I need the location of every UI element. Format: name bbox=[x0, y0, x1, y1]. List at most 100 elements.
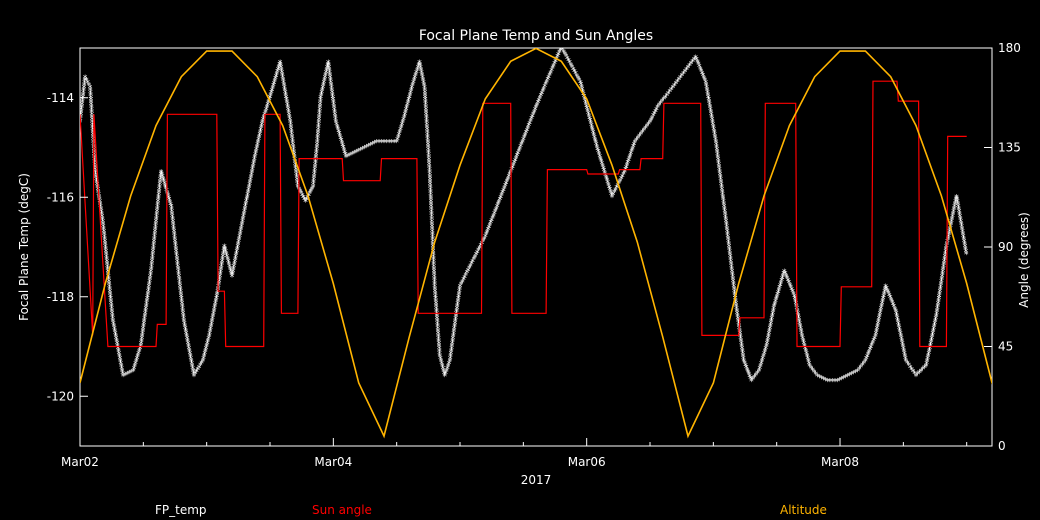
fp-temp-point: * bbox=[764, 345, 769, 355]
fp-temp-point: * bbox=[101, 223, 106, 233]
fp-temp-point: * bbox=[473, 253, 478, 263]
fp-temp-point: * bbox=[429, 208, 434, 218]
fp-temp-point: * bbox=[506, 175, 511, 185]
fp-temp-point: * bbox=[384, 139, 389, 149]
fp-temp-point: * bbox=[901, 345, 906, 355]
fp-temp-point: * bbox=[874, 330, 879, 340]
fp-temp-point: * bbox=[431, 255, 436, 265]
fp-temp-point: * bbox=[932, 323, 937, 333]
fp-temp-point: * bbox=[941, 263, 946, 273]
fp-temp-point: * bbox=[408, 89, 413, 99]
fp-temp-point: * bbox=[951, 208, 956, 218]
fp-temp-point: * bbox=[936, 298, 941, 308]
fp-temp-point: * bbox=[430, 238, 435, 248]
fp-temp-point: * bbox=[943, 253, 948, 263]
fp-temp-point: * bbox=[582, 96, 587, 106]
fp-temp-point: * bbox=[183, 323, 188, 333]
fp-temp-point: * bbox=[925, 357, 930, 367]
fp-temp-point: * bbox=[89, 106, 94, 116]
fp-temp-point: * bbox=[93, 168, 98, 178]
fp-temp-point: * bbox=[431, 248, 436, 258]
fp-temp-point: * bbox=[561, 48, 566, 58]
fp-temp-point: * bbox=[210, 318, 215, 328]
fp-temp-point: * bbox=[712, 126, 717, 136]
fp-temp-point: * bbox=[282, 84, 287, 94]
fp-temp-point: * bbox=[277, 61, 282, 71]
fp-temp-point: * bbox=[401, 119, 406, 129]
fp-temp-point: * bbox=[876, 318, 881, 328]
fp-temp-point: * bbox=[781, 270, 786, 280]
legend-altitude: Altitude bbox=[780, 503, 827, 517]
fp-temp-point: * bbox=[212, 305, 217, 315]
fp-temp-point: * bbox=[313, 158, 318, 168]
fp-temp-point: * bbox=[621, 171, 626, 181]
fp-temp-point: * bbox=[429, 196, 434, 206]
fp-temp-point: * bbox=[429, 211, 434, 221]
fp-temp-point: * bbox=[960, 228, 965, 238]
fp-temp-point: * bbox=[89, 104, 94, 114]
fp-temp-point: * bbox=[151, 248, 156, 258]
fp-temp-point: * bbox=[327, 64, 332, 74]
fp-temp-point: * bbox=[883, 285, 888, 295]
fp-temp-point: * bbox=[600, 160, 605, 170]
fp-temp-point: * bbox=[603, 172, 608, 182]
fp-temp-point: * bbox=[241, 213, 246, 223]
fp-temp-point: * bbox=[627, 155, 632, 165]
fp-temp-point: * bbox=[208, 325, 213, 335]
fp-temp-point: * bbox=[618, 177, 623, 187]
fp-temp-point: * bbox=[790, 288, 795, 298]
fp-temp-point: * bbox=[620, 173, 625, 183]
fp-temp-point: * bbox=[188, 350, 193, 360]
fp-temp-point: * bbox=[797, 320, 802, 330]
fp-temp-point: * bbox=[294, 168, 299, 178]
fp-temp-point: * bbox=[509, 166, 514, 176]
fp-temp-point: * bbox=[432, 278, 437, 288]
fp-temp-point: * bbox=[578, 79, 583, 89]
fp-temp-point: * bbox=[411, 79, 416, 89]
fp-temp-point: * bbox=[136, 352, 141, 362]
fp-temp-point: * bbox=[423, 89, 428, 99]
fp-temp-point: * bbox=[955, 198, 960, 208]
fp-temp-point: * bbox=[177, 280, 182, 290]
fp-temp-point: * bbox=[154, 213, 159, 223]
fp-temp-point: * bbox=[233, 258, 238, 268]
fp-temp-point: * bbox=[176, 268, 181, 278]
fp-temp-point: * bbox=[150, 255, 155, 265]
fp-temp-point: * bbox=[880, 298, 885, 308]
fp-temp-point: * bbox=[244, 196, 249, 206]
fp-temp-point: * bbox=[546, 74, 551, 84]
fp-temp-point: * bbox=[959, 221, 964, 231]
fp-temp-point: * bbox=[406, 96, 411, 106]
fp-temp-point: * bbox=[431, 260, 436, 270]
fp-temp-point: * bbox=[929, 338, 934, 348]
fp-temp-point: * bbox=[413, 74, 418, 84]
fp-temp-point: * bbox=[88, 89, 93, 99]
fp-temp-point: * bbox=[94, 176, 99, 186]
fp-temp-point: * bbox=[139, 340, 144, 350]
fp-temp-point: * bbox=[181, 310, 186, 320]
fp-temp-point: * bbox=[170, 211, 175, 221]
fp-temp-point: * bbox=[102, 233, 107, 243]
fp-temp-point: * bbox=[98, 201, 103, 211]
fp-temp-point: * bbox=[925, 355, 930, 365]
fp-temp-point: * bbox=[491, 212, 496, 222]
fp-temp-point: * bbox=[957, 208, 962, 218]
fp-temp-point: * bbox=[830, 377, 835, 387]
fp-temp-point: * bbox=[277, 64, 282, 74]
fp-temp-point: * bbox=[342, 149, 347, 159]
fp-temp-point: * bbox=[181, 308, 186, 318]
fp-temp-point: * bbox=[660, 98, 665, 108]
fp-temp-point: * bbox=[726, 236, 731, 246]
fp-temp-point: * bbox=[807, 360, 812, 370]
fp-temp-point: * bbox=[752, 373, 757, 383]
fp-temp-point: * bbox=[186, 340, 191, 350]
fp-temp-point: * bbox=[511, 161, 516, 171]
fp-temp-point: * bbox=[540, 90, 545, 100]
fp-temp-point: * bbox=[265, 101, 270, 111]
fp-temp-point: * bbox=[207, 333, 212, 343]
fp-temp-point: * bbox=[435, 318, 440, 328]
fp-temp-point: * bbox=[719, 181, 724, 191]
fp-temp-point: * bbox=[360, 145, 365, 155]
fp-temp-point: * bbox=[317, 109, 322, 119]
fp-temp-point: * bbox=[800, 333, 805, 343]
